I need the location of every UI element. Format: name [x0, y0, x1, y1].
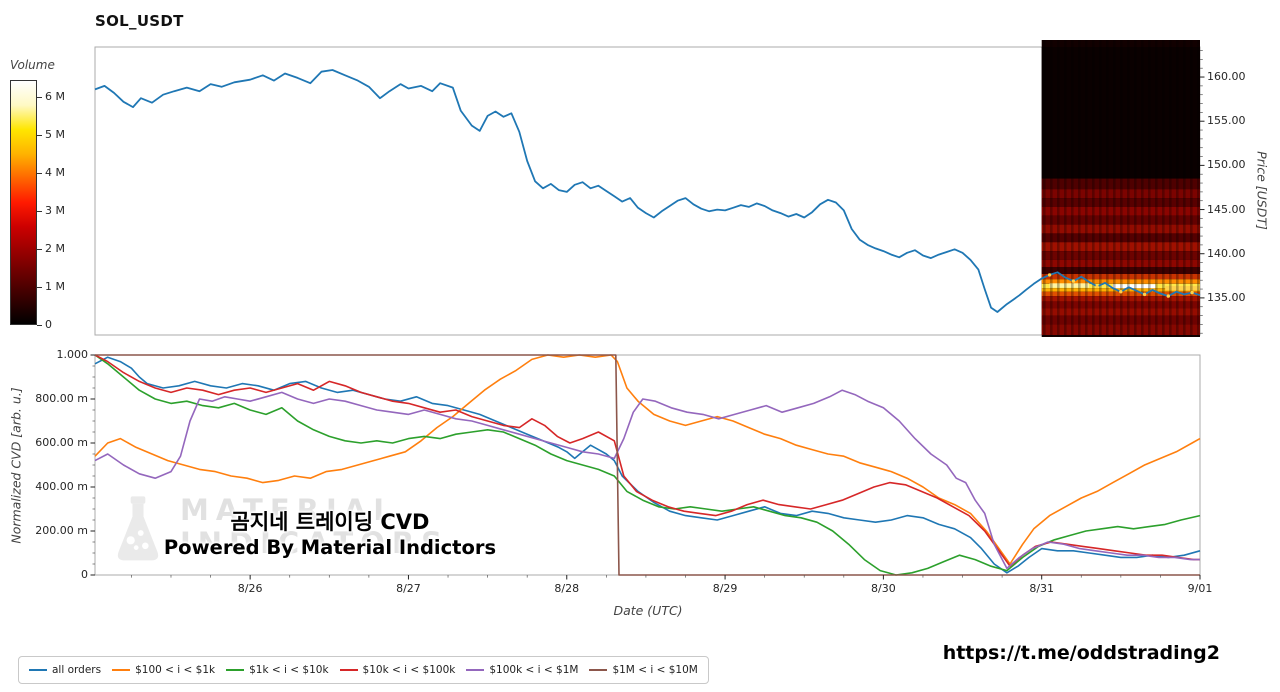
legend-item-100-i-1k: $100 < i < $1k [112, 664, 215, 676]
cvd-line-1m-i-10m [95, 354, 1200, 576]
legend-item-100k-i-1m: $100k < i < $1M [466, 664, 578, 676]
legend-item-10k-i-100k: $10k < i < $100k [339, 664, 456, 676]
date-axis-title: Date (UTC) [613, 603, 683, 618]
legend-swatch-all-orders [29, 668, 47, 672]
legend-label-10k-i-100k: $10k < i < $100k [362, 664, 456, 676]
legend-swatch-1k-i-10k [226, 668, 245, 672]
legend-label-1m-i-10m: $1M < i < $10M [612, 664, 698, 676]
volume-colorbar [10, 80, 37, 325]
legend-swatch-1m-i-10m [589, 668, 608, 672]
legend-item-1k-i-10k: $1k < i < $10k [226, 664, 329, 676]
legend-swatch-10k-i-100k [339, 668, 358, 672]
logo-wordmark: MATERIAL INDICATORS [180, 494, 449, 560]
chart-title: SOL_USDT [95, 12, 184, 30]
legend-label-all-orders: all orders [52, 664, 102, 676]
flask-logo-icon [117, 496, 159, 561]
trade-marker-dot [1047, 273, 1052, 277]
logo-text-indicators: INDICATORS [180, 526, 450, 560]
heatmap-texture [1041, 40, 1200, 337]
material-indicators-watermark: MATERIAL INDICATORS [106, 494, 449, 572]
legend-swatch-100k-i-1m [466, 668, 485, 672]
trade-marker-dot [1166, 294, 1171, 298]
legend-item-1m-i-10m: $1M < i < $10M [589, 664, 698, 676]
watermark-line2: Powered By Material Indictors [163, 536, 497, 559]
cvd-line-1k-i-10k [94, 354, 1201, 576]
price-line [94, 69, 1201, 313]
trade-marker-dot [1095, 284, 1099, 289]
price-plot-border [94, 46, 1201, 336]
cvd-line-100-i-1k [94, 354, 1201, 565]
trade-marker-dot [1142, 292, 1147, 297]
cvd-axis-title: Normalized CVD [arb. u.] [8, 387, 24, 544]
telegram-url[interactable]: https://t.me/oddstrading2 [942, 642, 1220, 664]
watermark-line1: 곰지네 트레이딩 CVD [230, 510, 430, 534]
legend-label-100-i-1k: $100 < i < $1k [135, 664, 216, 676]
orderbook-heatmap [1041, 40, 1200, 337]
volume-colorbar-label: Volume [10, 58, 55, 72]
cvd-line-100k-i-1m [94, 389, 1200, 570]
legend-label-100k-i-1m: $100k < i < $1M [489, 664, 579, 676]
legend-item-all-orders: all orders [29, 664, 101, 676]
trade-marker-dot [1071, 279, 1076, 283]
cvd-line-all-orders [94, 356, 1201, 574]
logo-text-material: MATERIAL [180, 493, 399, 527]
legend-label-1k-i-10k: $1k < i < $10k [249, 664, 329, 676]
watermark-caption: 곰지네 트레이딩 CVD Powered By Material Indicto… [115, 509, 545, 560]
trade-marker-dot [1119, 290, 1123, 294]
trade-marker-dot [1190, 290, 1194, 295]
legend-swatch-100-i-1k [112, 668, 131, 672]
legend: all orders $100 < i < $1k $1k < i < $10k $1… [18, 656, 709, 684]
price-axis-title: Price [USDT] [1254, 151, 1270, 230]
